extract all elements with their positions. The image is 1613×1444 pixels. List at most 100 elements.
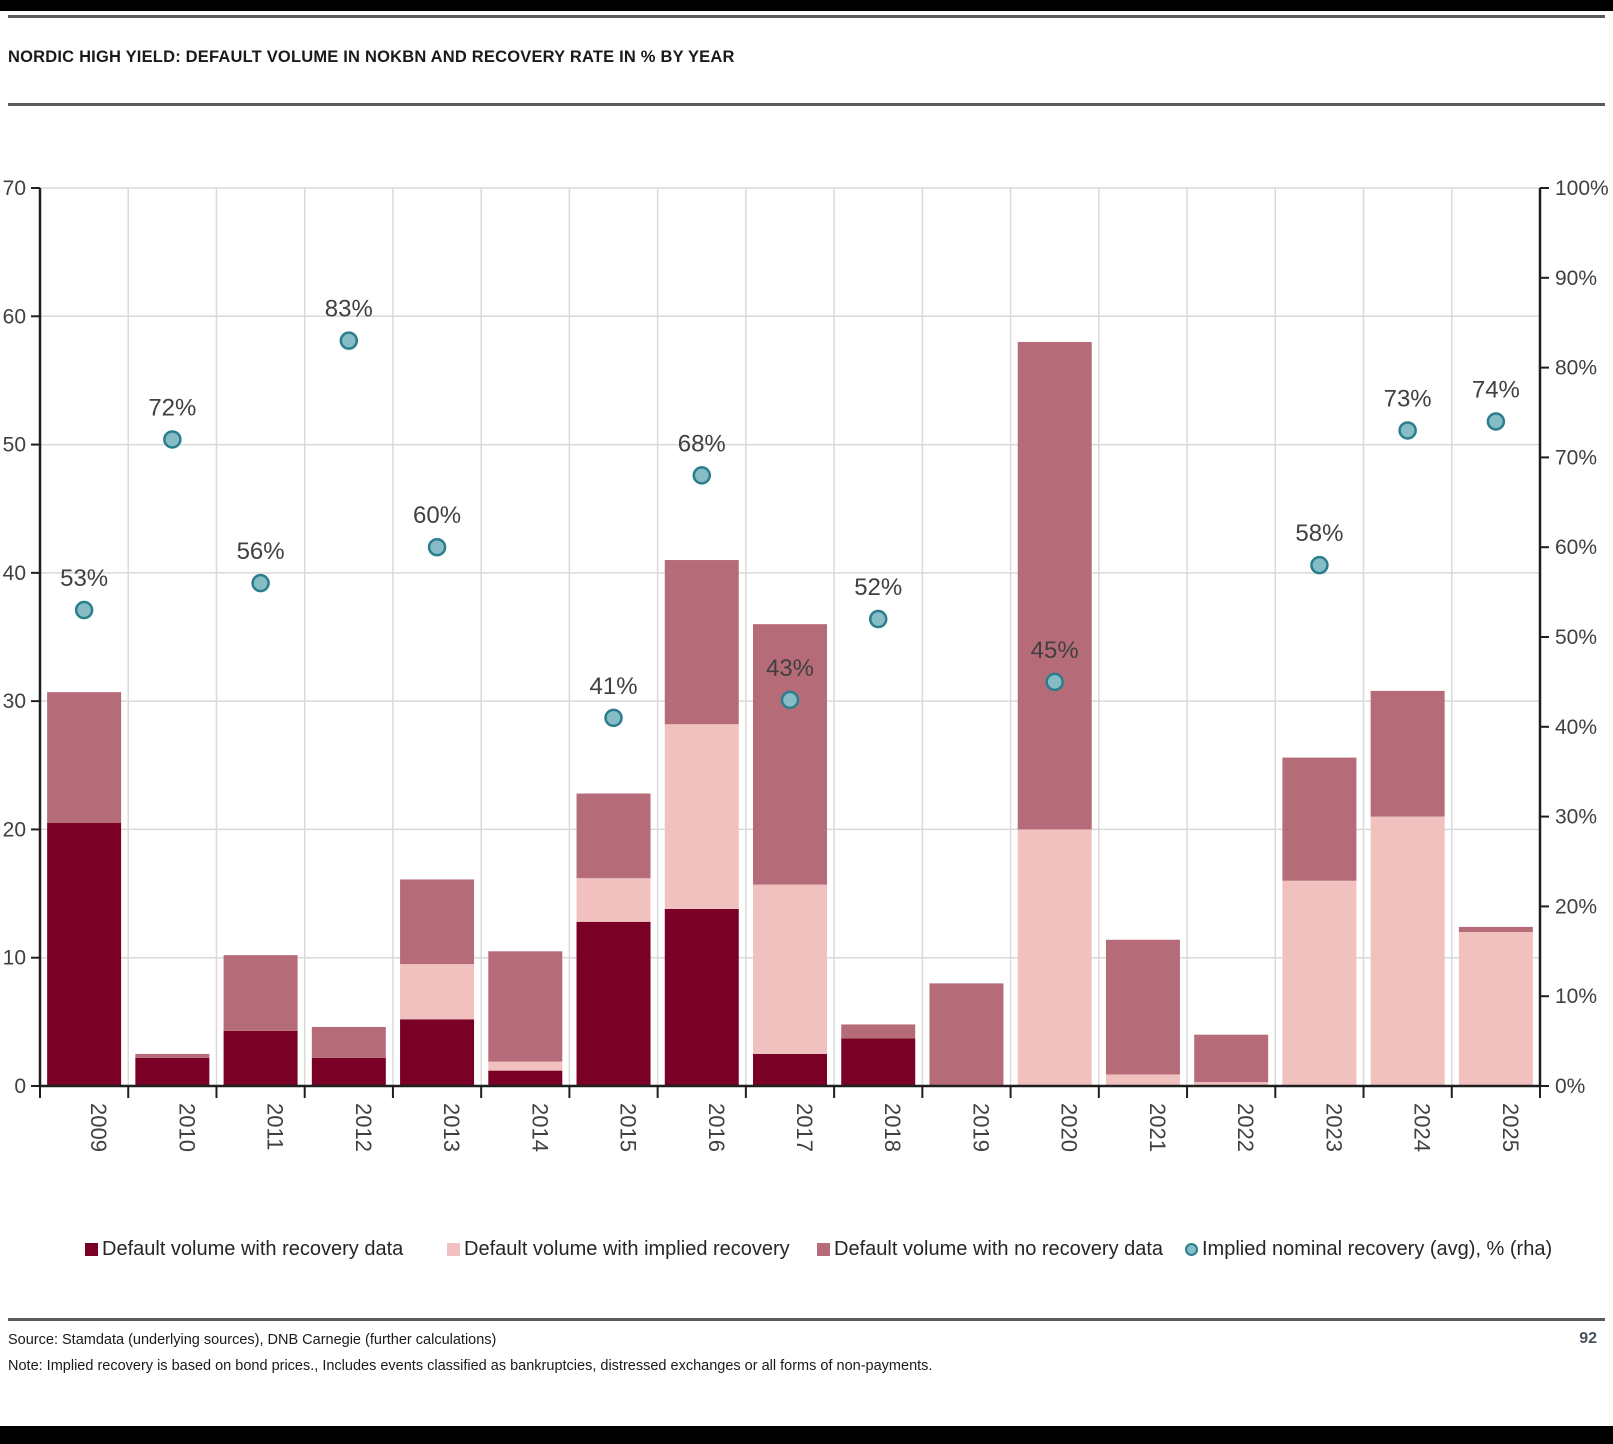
bar-segment bbox=[400, 964, 475, 1020]
recovery-rate-label: 41% bbox=[590, 673, 638, 700]
bar-segment bbox=[135, 1053, 210, 1058]
recovery-rate-label: 56% bbox=[237, 538, 285, 565]
left-axis-label: 30 bbox=[3, 690, 26, 713]
bar-segment bbox=[753, 1053, 827, 1086]
x-axis-year-label: 2009 bbox=[86, 1103, 111, 1152]
recovery-rate-label: 83% bbox=[325, 296, 373, 323]
x-axis-year-label: 2011 bbox=[263, 1103, 288, 1150]
footer-rule bbox=[8, 1318, 1605, 1321]
bar-segment bbox=[576, 921, 651, 1086]
bottom-divider-bar bbox=[0, 1426, 1613, 1444]
legend-item-recovery-data: Default volume with recovery data bbox=[85, 1238, 403, 1261]
x-axis-year-label: 2020 bbox=[1057, 1103, 1082, 1152]
bar-segment bbox=[1194, 1034, 1269, 1083]
bar-segment bbox=[400, 879, 475, 965]
bar-segment bbox=[488, 1061, 563, 1071]
recovery-rate-label: 45% bbox=[1031, 637, 1079, 664]
legend-item-implied-recovery: Default volume with implied recovery bbox=[447, 1238, 790, 1261]
bar-segment bbox=[47, 823, 122, 1086]
header-rule bbox=[8, 15, 1605, 18]
left-axis-label: 60 bbox=[3, 305, 26, 328]
recovery-rate-label: 60% bbox=[413, 502, 461, 529]
right-axis-label: 30% bbox=[1555, 806, 1597, 829]
legend-swatch-icon bbox=[817, 1243, 830, 1256]
legend-label: Default volume with no recovery data bbox=[834, 1238, 1164, 1260]
x-axis-year-label: 2017 bbox=[792, 1103, 817, 1152]
chart-legend: Default volume with recovery data Default… bbox=[0, 1238, 1613, 1268]
recovery-rate-marker bbox=[780, 690, 800, 710]
right-axis-label: 100% bbox=[1555, 177, 1609, 200]
legend-label: Default volume with implied recovery bbox=[464, 1238, 790, 1260]
x-axis-year-label: 2012 bbox=[351, 1103, 376, 1152]
recovery-rate-marker bbox=[1310, 555, 1329, 575]
left-axis-label: 10 bbox=[3, 947, 26, 970]
source-note: Source: Stamdata (underlying sources), D… bbox=[8, 1332, 497, 1348]
bar-segment bbox=[576, 878, 651, 922]
bar-segment bbox=[1370, 816, 1445, 1086]
bar-segment bbox=[488, 1070, 563, 1086]
right-axis-label: 70% bbox=[1555, 446, 1597, 469]
bar-segment bbox=[135, 1057, 210, 1086]
recovery-rate-marker bbox=[163, 430, 182, 449]
legend-swatch-icon bbox=[85, 1243, 98, 1256]
bar-segment bbox=[753, 884, 827, 1054]
bar-segment bbox=[311, 1057, 386, 1086]
bar-segment bbox=[1282, 757, 1357, 881]
recovery-rate-marker bbox=[427, 537, 447, 557]
recovery-rate-marker bbox=[1398, 421, 1417, 440]
recovery-rate-marker bbox=[692, 466, 712, 485]
x-axis-year-label: 2016 bbox=[704, 1103, 729, 1152]
bar-segment bbox=[1105, 939, 1180, 1075]
right-axis-label: 90% bbox=[1555, 267, 1597, 290]
legend-dot-icon bbox=[1185, 1243, 1198, 1256]
right-axis-label: 50% bbox=[1555, 626, 1597, 649]
chart-title: NORDIC HIGH YIELD: DEFAULT VOLUME IN NOK… bbox=[8, 48, 735, 66]
legend-item-no-recovery-data: Default volume with no recovery data bbox=[817, 1238, 1163, 1261]
bar-segment bbox=[1105, 1074, 1180, 1086]
bar-segment bbox=[1370, 690, 1445, 817]
bar-segment bbox=[311, 1026, 386, 1058]
x-axis-year-label: 2015 bbox=[616, 1103, 641, 1152]
bar-segment bbox=[488, 951, 563, 1062]
x-axis-year-label: 2025 bbox=[1498, 1103, 1523, 1152]
x-axis-year-label: 2019 bbox=[968, 1103, 993, 1152]
recovery-rate-marker bbox=[339, 331, 359, 350]
right-axis-label: 0% bbox=[1555, 1075, 1585, 1098]
bar-segment bbox=[929, 983, 1004, 1086]
top-divider-bar bbox=[0, 0, 1613, 11]
bar-segment bbox=[576, 793, 651, 879]
x-axis-year-label: 2018 bbox=[880, 1103, 905, 1152]
bar-segment bbox=[664, 560, 739, 725]
bar-segment bbox=[753, 624, 827, 885]
left-axis-label: 20 bbox=[3, 818, 26, 841]
bar-segment bbox=[1458, 932, 1533, 1086]
x-axis-year-label: 2010 bbox=[174, 1103, 199, 1152]
legend-label: Implied nominal recovery (avg), % (rha) bbox=[1202, 1238, 1553, 1260]
x-axis-year-label: 2024 bbox=[1410, 1103, 1435, 1152]
right-axis-label: 40% bbox=[1555, 716, 1597, 739]
recovery-rate-label: 52% bbox=[854, 574, 902, 601]
recovery-rate-marker bbox=[251, 573, 270, 593]
bar-segment bbox=[1282, 880, 1357, 1086]
bar-segment bbox=[47, 692, 122, 824]
bar-segment bbox=[1194, 1082, 1269, 1086]
recovery-rate-label: 74% bbox=[1472, 376, 1520, 403]
bar-segment bbox=[223, 955, 298, 1031]
page-number: 92 bbox=[1579, 1330, 1597, 1347]
bar-segment bbox=[841, 1038, 916, 1086]
left-axis-label: 70 bbox=[3, 177, 26, 200]
recovery-rate-label: 58% bbox=[1295, 520, 1343, 547]
right-axis-label: 10% bbox=[1555, 985, 1597, 1008]
legend-label: Default volume with recovery data bbox=[102, 1238, 404, 1260]
left-axis-label: 0 bbox=[14, 1075, 26, 1098]
right-axis-label: 60% bbox=[1555, 536, 1597, 559]
recovery-rate-marker bbox=[1486, 412, 1506, 431]
bar-segment bbox=[1017, 341, 1092, 830]
recovery-rate-marker bbox=[868, 609, 888, 629]
recovery-rate-label: 43% bbox=[766, 655, 814, 682]
bar-segment bbox=[1458, 926, 1533, 933]
title-rule bbox=[8, 103, 1605, 106]
methodology-note: Note: Implied recovery is based on bond … bbox=[8, 1358, 933, 1374]
